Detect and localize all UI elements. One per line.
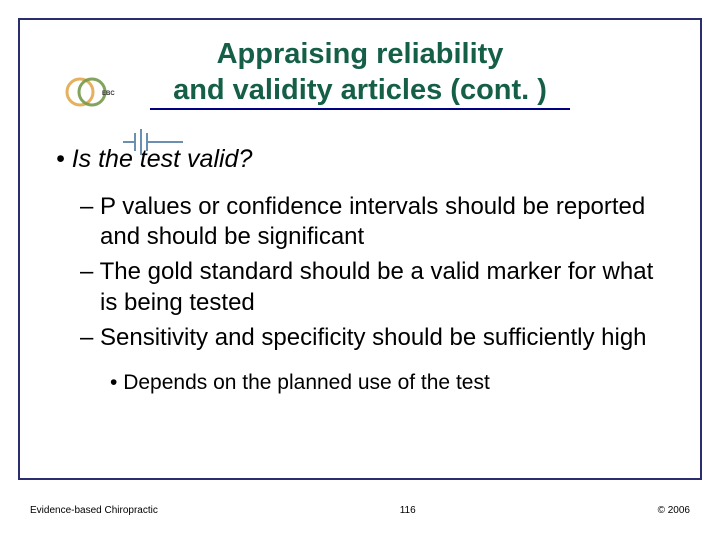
point-1: P values or confidence intervals should … bbox=[56, 192, 664, 253]
ebc-logo: EBC bbox=[62, 74, 116, 115]
slide-body: Is the test valid? P values or confidenc… bbox=[20, 120, 700, 407]
point-2: The gold standard should be a valid mark… bbox=[56, 257, 664, 318]
slide-frame: EBC Appraising reliability and validity … bbox=[18, 18, 702, 480]
point-3: Sensitivity and specificity should be su… bbox=[56, 323, 664, 354]
sub-point: Depends on the planned use of the test bbox=[56, 369, 664, 396]
footer-copyright: © 2006 bbox=[658, 505, 690, 516]
header-area: EBC Appraising reliability and validity … bbox=[20, 20, 700, 120]
slide-title: Appraising reliability and validity arti… bbox=[50, 38, 670, 110]
decorative-tick-icon bbox=[123, 127, 183, 157]
footer-left: Evidence-based Chiropractic bbox=[30, 505, 158, 516]
svg-text:EBC: EBC bbox=[102, 91, 115, 97]
title-line-1: Appraising reliability bbox=[217, 38, 504, 70]
footer-page-number: 116 bbox=[400, 505, 416, 516]
title-line-2: and validity articles (cont. ) bbox=[150, 74, 570, 109]
slide-footer: Evidence-based Chiropractic 116 © 2006 bbox=[30, 505, 690, 516]
